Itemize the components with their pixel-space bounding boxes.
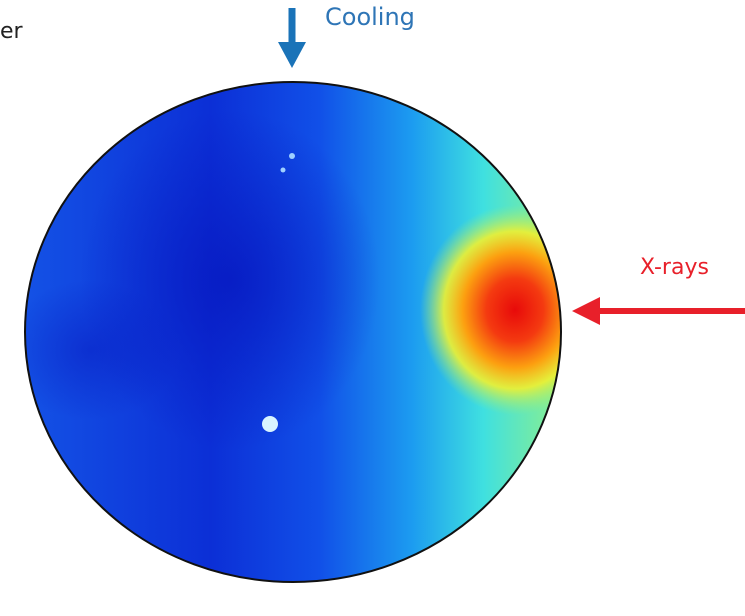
figure: er Cooling X-rays: [0, 0, 745, 616]
corner-label: er: [0, 19, 24, 44]
cooling-arrow: [278, 8, 306, 68]
wafer-map: [0, 80, 610, 585]
cooling-label: Cooling: [325, 3, 415, 31]
xrays-arrow: [572, 297, 745, 325]
xrays-label: X-rays: [640, 255, 709, 280]
